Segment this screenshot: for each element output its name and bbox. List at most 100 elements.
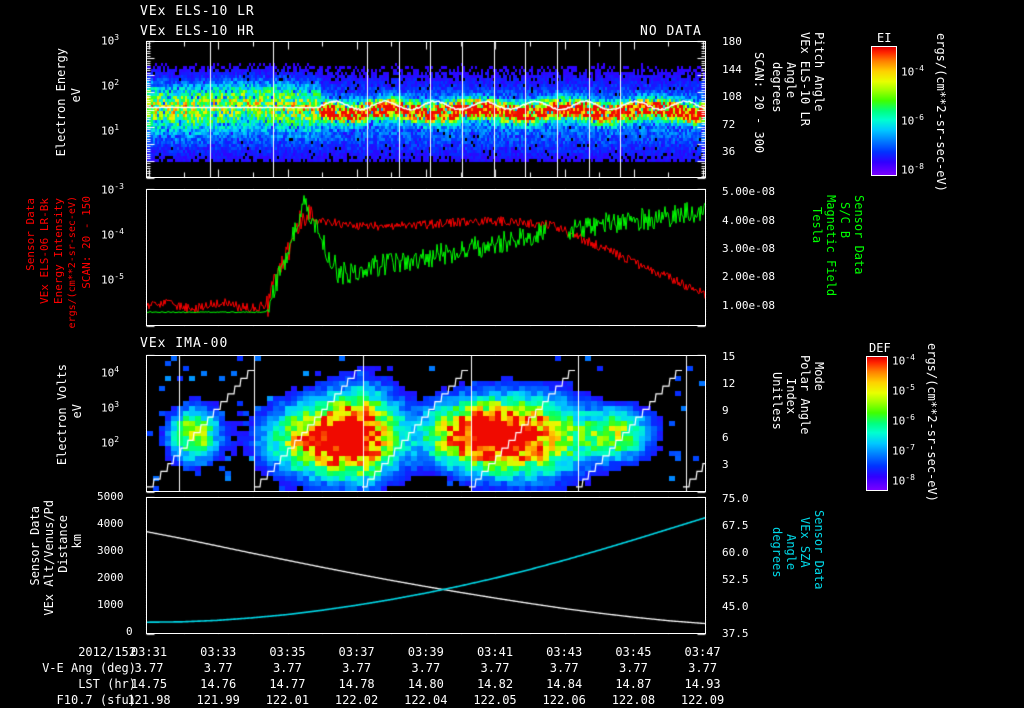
table-cell: 121.99 [196,693,240,707]
p3-right-title-1: Polar Angle [798,355,812,435]
energy-intensity-canvas [147,190,705,325]
p3-colorbar-name: DEF [869,341,891,355]
p1-ytick-1: 102 [101,78,120,93]
p3-cbtick-4: 10-8 [892,473,915,488]
table-cell: 3.77 [549,661,579,675]
p2-right-title-1: S/C B [838,202,852,239]
panel-els-spectrogram[interactable] [146,41,706,178]
p3-cbtick-1: 10-5 [892,383,915,398]
p3-left-title-0: Electron Volts [55,364,69,466]
p2-left-title-3: ergs/(cm**2-sr-sec-eV) [67,196,78,329]
p2-rtick-1: 4.00e-08 [722,214,775,227]
p2-left-title-4: SCAN: 20 - 150 [80,196,93,289]
p2-rtick-2: 3.00e-08 [722,242,775,255]
p3-rtick-3: 6 [722,431,729,444]
table-cell: 03:43 [546,645,583,659]
table-cell: 03:47 [684,645,721,659]
table-row-label-1: V-E Ang (deg) [42,661,136,675]
p3-cbtick-2: 10-6 [892,413,915,428]
table-cell: 121.98 [127,693,171,707]
p1-rtick-4: 36 [722,145,736,158]
p3-right-title-0: Mode [812,362,826,391]
table-cell: 03:45 [615,645,652,659]
p4-ytick-4: 1000 [97,598,124,611]
panel-altitude-sza[interactable] [146,497,706,634]
p3-rtick-0: 15 [722,350,736,363]
table-cell: 3.77 [203,661,233,675]
ima-spectrogram-canvas [147,356,705,491]
table-cell: 14.77 [269,677,306,691]
table-cell: 03:37 [338,645,375,659]
table-cell: 03:33 [200,645,237,659]
p2-rtick-3: 2.00e-08 [722,270,775,283]
no-data-label: NO DATA [640,24,702,39]
p4-right-title-3: degrees [770,527,784,578]
table-cell: 3.77 [411,661,441,675]
table-row-label-2: LST (hr) [78,677,136,691]
table-cell: 122.09 [680,693,725,707]
table-cell: 14.84 [546,677,583,691]
table-cell: 03:41 [476,645,514,659]
p4-left-title-2: Distance [56,515,70,573]
p3-cbtick-3: 10-7 [892,443,915,458]
p3-rtick-4: 3 [722,458,729,471]
p2-left-title-1: VEx ELS-06 LR-Bk [38,198,51,304]
p1-right-title-1: VEx ELS-10 LR [798,32,812,126]
p4-ytick-3: 2000 [97,571,124,584]
p2-ytick-1: 10-4 [101,227,124,242]
p4-rtick-3: 52.5 [722,573,749,586]
p2-rtick-0: 5.00e-08 [722,185,775,198]
p4-left-title-0: Sensor Data [28,506,42,586]
p4-ytick-5: 0 [126,625,133,638]
p3-rtick-1: 12 [722,377,736,390]
p1-right-title-4: SCAN: 20 - 300 [752,52,766,154]
p1-cbtick-1: 10-6 [901,113,924,128]
p4-rtick-1: 67.5 [722,519,749,532]
p4-rtick-5: 37.5 [722,627,749,640]
table-cell: 14.78 [338,677,375,691]
p1-ytick-0: 103 [101,33,120,48]
table-cell: 14.76 [200,677,237,691]
p1-rtick-1: 144 [722,63,742,76]
p4-right-title-2: Angle [784,534,798,571]
header-label-els-hr: VEx ELS-10 HR [140,24,255,39]
table-cell: 122.06 [542,693,586,707]
table-cell: 14.82 [476,677,514,691]
p2-right-title-2: Magnetic Field [824,195,838,297]
p1-rtick-3: 72 [722,118,736,131]
p1-rtick-2: 108 [722,90,742,103]
table-cell: 14.80 [407,677,444,691]
p3-cbtick-0: 10-4 [892,353,915,368]
p1-cbtick-2: 10-8 [901,162,924,177]
p4-left-title-3: km [70,534,84,549]
altitude-sza-canvas [147,498,705,633]
p4-rtick-0: 75.0 [722,492,749,505]
panel-energy-intensity[interactable] [146,189,706,326]
p4-ytick-0: 5000 [97,490,124,503]
p2-left-title-2: Energy Intensity [52,198,65,304]
p3-colorbar-units: ergs/(cm**2-sr-sec-eV) [925,343,939,502]
p3-ytick-2: 102 [101,435,120,450]
p2-ytick-0: 10-3 [101,182,124,197]
p1-ytick-2: 101 [101,123,120,138]
panel-ima-spectrogram[interactable] [146,355,706,492]
table-row-label-0: 2012/152 [78,645,136,659]
p1-cbtick-0: 10-4 [901,64,924,79]
p1-right-title-3: degrees [770,62,784,113]
p2-rtick-4: 1.00e-08 [722,299,775,312]
p4-ytick-1: 4000 [97,517,124,530]
p1-right-title-0: Pitch Angle [812,32,826,112]
els-spectrogram-canvas [147,42,705,177]
p1-left-axis-units: eV [69,88,83,103]
p3-colorbar[interactable] [866,356,888,491]
p4-right-title-0: Sensor Data [812,510,826,590]
p4-left-title-1: VEx Alt/Venus/Pd [42,500,56,616]
p1-colorbar-gradient [872,47,896,175]
p4-rtick-4: 45.0 [722,600,749,613]
table-cell: 122.02 [334,693,379,707]
p1-colorbar[interactable] [871,46,897,176]
table-cell: 03:39 [407,645,444,659]
table-cell: 3.77 [480,661,510,675]
table-cell: 122.05 [473,693,517,707]
